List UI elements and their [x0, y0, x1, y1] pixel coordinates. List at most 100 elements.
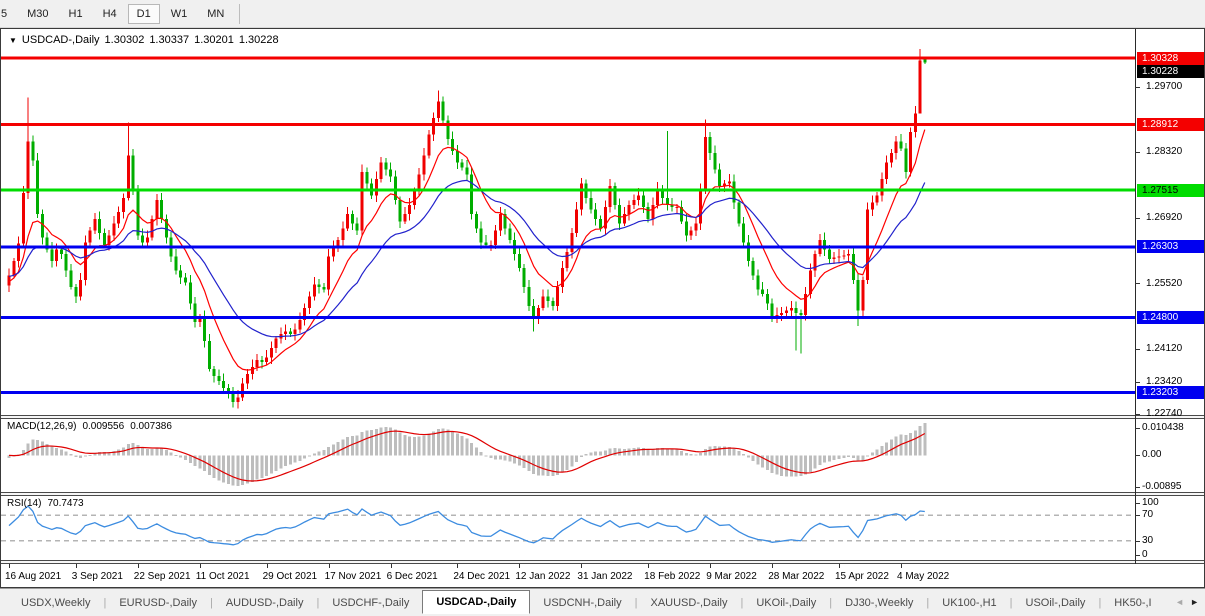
macd-axis-tick-mark	[1135, 428, 1140, 429]
date-axis-tick-mark	[328, 564, 330, 568]
date-axis-label: 28 Mar 2022	[768, 571, 825, 582]
y-axis-tick-mark	[1135, 348, 1140, 350]
timeframe-button-mn[interactable]: MN	[207, 7, 225, 20]
tab-dj30weekly[interactable]: DJ30-,Weekly	[845, 596, 914, 609]
tab-usdcnhdaily[interactable]: USDCNH-,Daily	[543, 596, 622, 609]
timeframe-button-d1[interactable]: D1	[127, 3, 160, 24]
ohlc-open: 1.30302	[104, 34, 145, 46]
pane-separator[interactable]	[1, 492, 1204, 496]
date-axis-tick-mark	[266, 564, 268, 568]
moving-averages-layer	[8, 129, 926, 371]
date-axis-label: 9 Mar 2022	[706, 571, 757, 582]
date-axis-tick-mark	[838, 564, 840, 568]
date-axis-tick-mark	[581, 564, 583, 568]
rsi-axis-tick-mark	[1135, 515, 1140, 517]
timeframe-button-m30[interactable]: M30	[27, 7, 49, 20]
tab-usdxweekly[interactable]: USDX,Weekly	[21, 596, 91, 609]
date-axis-tick-mark	[710, 564, 712, 568]
y-axis-tick-mark	[1135, 86, 1140, 88]
date-axis-label: 12 Jan 2022	[515, 571, 571, 582]
symbol-dropdown-icon[interactable]: ▼	[9, 35, 17, 45]
macd-axis-label: 0.00	[1142, 449, 1162, 461]
rsi-layer	[1, 505, 1135, 546]
macd-name: MACD(12,26,9)	[7, 421, 77, 432]
hline-price-label: 1.24800	[1137, 311, 1204, 325]
rsi-axis-label: 30	[1142, 534, 1154, 546]
tab-scroll-right-icon[interactable]: ►	[1190, 597, 1199, 607]
y-axis-tick-label: 1.28320	[1146, 146, 1183, 158]
timeframe-button-h1[interactable]: H1	[68, 7, 83, 20]
y-axis-tick-label: 1.24120	[1146, 343, 1183, 355]
tab-eurusddaily[interactable]: EURUSD-,Daily	[119, 596, 197, 609]
rsi-axis-label: 100	[1142, 497, 1159, 508]
rsi-axis-tick-mark	[1135, 503, 1140, 504]
date-axis-tick-mark	[772, 564, 774, 568]
date-axis-tick-mark	[75, 564, 77, 568]
y-axis-tick-label: 1.25520	[1146, 277, 1183, 289]
macd-layer	[7, 423, 927, 486]
date-axis-label: 22 Sep 2021	[133, 571, 191, 582]
date-axis-tick-mark	[390, 564, 392, 568]
date-axis-tick-mark	[9, 564, 10, 568]
date-axis-tick-mark	[457, 564, 459, 568]
hlines-layer	[1, 56, 1135, 395]
tab-audusddaily[interactable]: AUDUSD-,Daily	[225, 596, 304, 609]
macd-label: MACD(12,26,9) 0.009556 0.007386	[7, 421, 172, 432]
current-price-label: 1.30228	[1137, 64, 1204, 78]
price-chart-canvas[interactable]	[1, 29, 1135, 589]
pane-separator[interactable]	[1, 415, 1204, 419]
tab-separator: |	[316, 596, 320, 609]
y-axis-tick-label: 1.23420	[1146, 376, 1183, 388]
rsi-axis-label: 0	[1142, 549, 1148, 560]
tab-hk50i[interactable]: HK50-,I	[1114, 596, 1152, 609]
date-axis[interactable]: 16 Aug 2021 3 Sep 2021 22 Sep 2021 11 Oct 2…	[1, 564, 1204, 587]
tab-separator: |	[926, 596, 930, 609]
price-axis-divider	[1135, 29, 1136, 564]
date-axis-label: 6 Dec 2021	[386, 571, 438, 582]
tab-ukoildaily[interactable]: UKOil-,Daily	[756, 596, 817, 609]
rsi-value: 70.7473	[47, 498, 84, 509]
y-axis-tick-label: 1.22740	[1146, 408, 1183, 420]
tab-usdchfdaily[interactable]: USDCHF-,Daily	[332, 596, 410, 609]
date-axis-label: 29 Oct 2021	[262, 571, 318, 582]
rsi-axis-label: 70	[1142, 509, 1154, 521]
rsi-label: RSI(14) 70.7473	[7, 498, 84, 509]
ohlc-close: 1.30228	[238, 34, 279, 46]
y-axis-tick-label: 1.29700	[1146, 81, 1183, 93]
chart-tab-bar: USDX,Weekly | EURUSD-,Daily | AUDUSD-,Daily |…	[0, 588, 1205, 616]
y-axis-tick-mark	[1135, 413, 1140, 415]
tab-separator: |	[740, 596, 744, 609]
y-axis-tick-mark	[1135, 151, 1140, 153]
macd-axis-label: 0.010438	[1142, 422, 1184, 433]
macd-axis-tick-mark	[1135, 455, 1140, 457]
chart-symbol-label: USDCAD-,Daily	[21, 34, 100, 46]
timeframe-button-w1[interactable]: W1	[170, 7, 188, 20]
macd-axis-label: -0.00895	[1142, 481, 1182, 492]
date-axis-label: 4 May 2022	[896, 571, 950, 582]
tab-usoildaily[interactable]: USOil-,Daily	[1025, 596, 1086, 609]
y-axis-tick-mark	[1135, 381, 1140, 383]
timeframe-toolbar: 5 M30 H1 H4 D1 W1 MN	[0, 0, 1205, 28]
date-axis-tick-mark	[519, 564, 521, 568]
date-axis-label: 24 Dec 2021	[453, 571, 511, 582]
tab-uk100h1[interactable]: UK100-,H1	[942, 596, 997, 609]
rsi-axis-tick-mark	[1135, 555, 1140, 556]
chart-title: ▼ USDCAD-,Daily 1.30302 1.30337 1.30201 …	[9, 34, 279, 46]
hline-price-label: 1.26303	[1137, 240, 1204, 254]
tab-separator: |	[103, 596, 107, 609]
tab-usdcaddaily[interactable]: USDCAD-,Daily	[422, 590, 531, 614]
date-axis-tick-mark	[199, 564, 201, 568]
toolbar-separator	[239, 3, 241, 24]
timeframe-button-5[interactable]: 5	[1, 7, 8, 20]
chart-window: ▼ USDCAD-,Daily 1.30302 1.30337 1.30201 …	[0, 28, 1205, 588]
date-axis-label: 18 Feb 2022	[644, 571, 701, 582]
timeframe-button-h4[interactable]: H4	[102, 7, 117, 20]
date-axis-label: 15 Apr 2022	[834, 571, 889, 582]
tab-scroll-left-icon[interactable]: ◄	[1175, 597, 1185, 607]
hline-price-label: 1.30328	[1137, 51, 1204, 65]
tab-xauusddaily[interactable]: XAUUSD-,Daily	[650, 596, 728, 609]
hline-price-label: 1.27515	[1137, 183, 1204, 197]
y-axis-tick-label: 1.26920	[1146, 212, 1183, 223]
macd-signal-value: 0.007386	[130, 421, 172, 432]
rsi-name: RSI(14)	[7, 498, 42, 509]
